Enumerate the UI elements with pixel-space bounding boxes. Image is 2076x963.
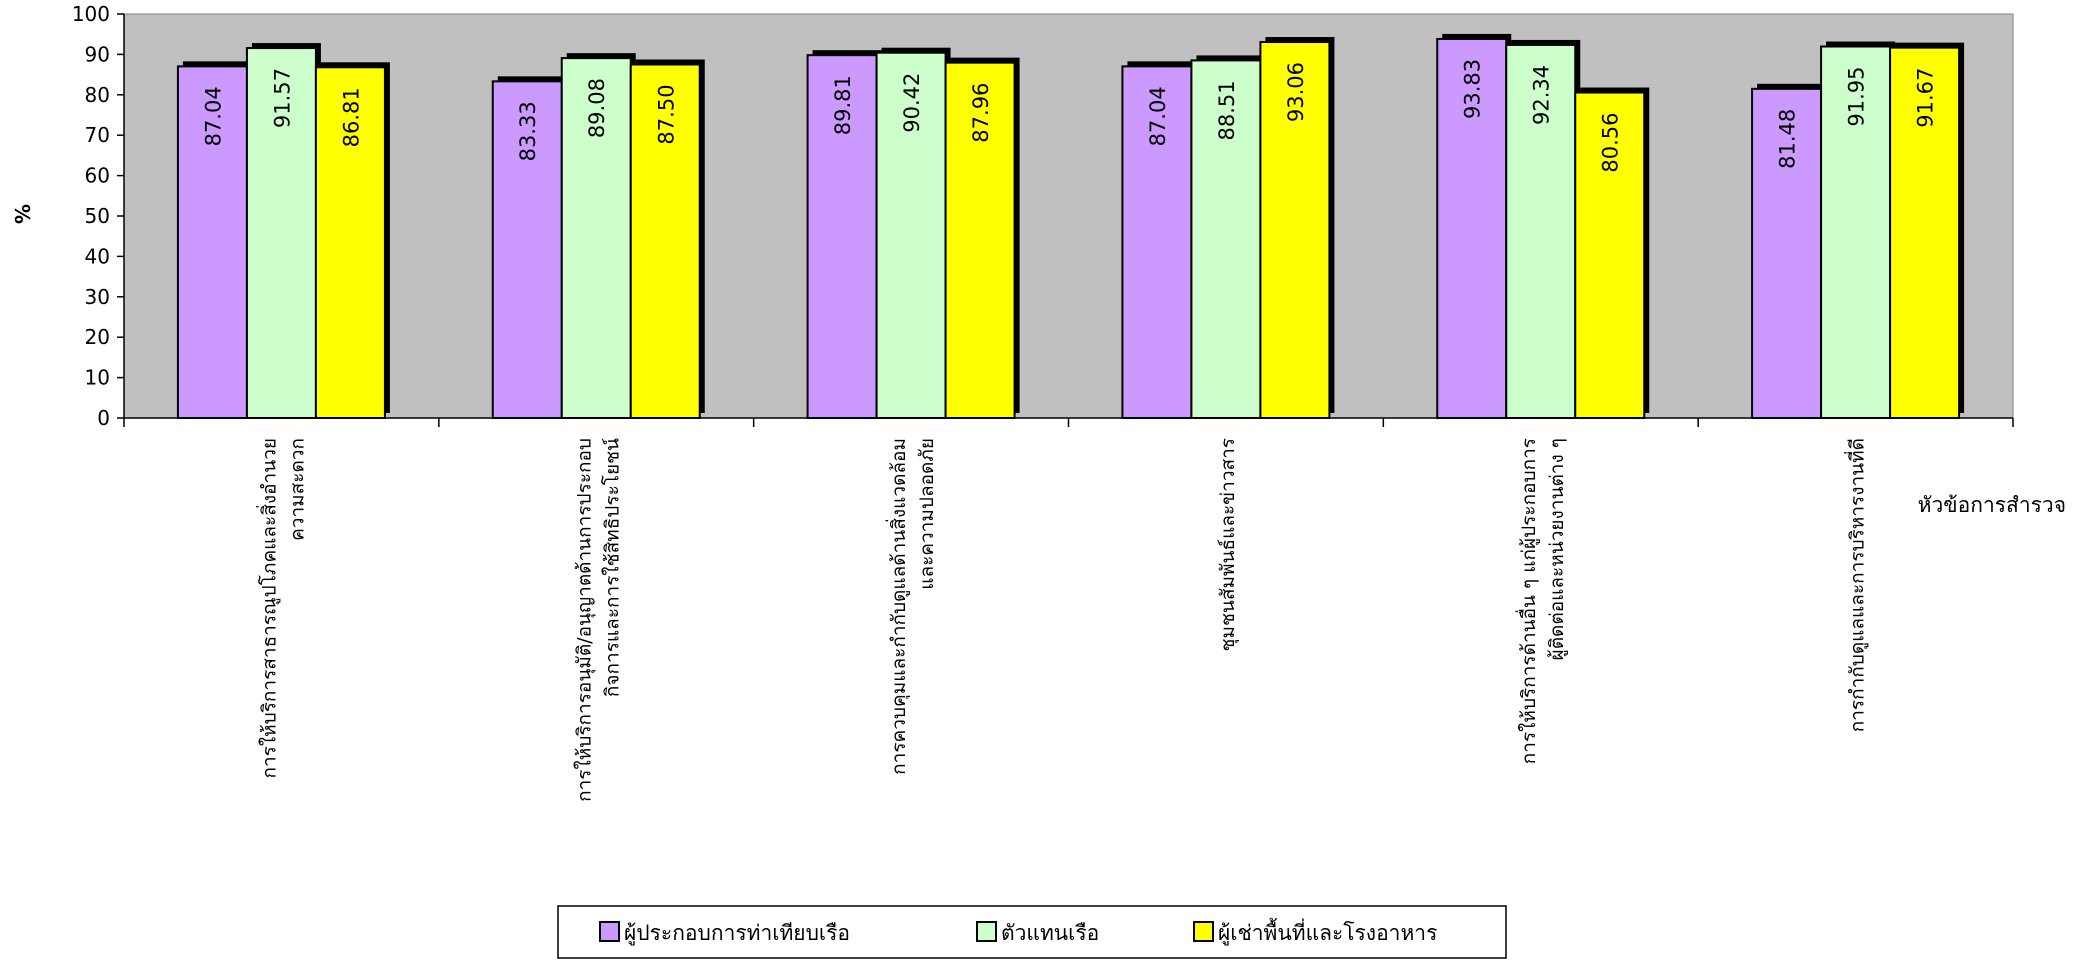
data-label: 90.42 [900, 73, 924, 133]
category-label: ชุมชนสัมพันธ์และข่าวสาร [1217, 438, 1240, 651]
bar [1820, 45, 1892, 419]
bar [1889, 46, 1961, 419]
y-tick-label: 20 [85, 325, 110, 349]
bar [1505, 43, 1577, 419]
category-label: การกำกับดูแลและการบริหารงานที่ดี [1844, 438, 1869, 732]
data-label: 87.04 [1146, 86, 1170, 146]
bar [1751, 87, 1823, 419]
data-label: 89.81 [831, 75, 855, 135]
bar [875, 51, 947, 420]
bar [560, 57, 632, 420]
data-label: 81.48 [1776, 109, 1800, 169]
bar [1259, 41, 1331, 420]
x-axis [123, 417, 2014, 427]
legend-swatch [1193, 921, 1214, 942]
category-label: ความสะดวก [286, 438, 308, 541]
category-label: การควบคุมและกำกับดูแลด้านสิ่งแวดล้อม [885, 438, 911, 775]
data-label: 93.83 [1461, 59, 1485, 119]
bar [314, 66, 386, 419]
y-tick-label: 50 [85, 204, 110, 228]
y-tick-label: 10 [85, 366, 110, 390]
legend-label: ผู้เช่าพื้นที่และโรงอาหาร [1218, 918, 1437, 946]
y-tick-label: 40 [85, 244, 110, 268]
legend-box [557, 905, 1507, 959]
y-tick-label: 60 [85, 164, 110, 188]
bar [176, 65, 248, 419]
data-label: 91.95 [1845, 66, 1869, 126]
x-axis-title: หัวข้อการสำรวจ [1918, 493, 2066, 517]
y-tick-label: 90 [85, 42, 110, 66]
legend-swatch [976, 921, 997, 942]
bar [1190, 59, 1262, 420]
y-axis: 0 10 20 30 40 50 60 70 80 90 100 [72, 2, 125, 430]
bar [245, 47, 317, 420]
value-labels: 87.04 91.57 86.81 83.33 89.08 87.50 89.81 90.42… [201, 59, 1937, 173]
y-tick-label: 70 [85, 123, 110, 147]
category-label: และความปลอดภัย [916, 438, 938, 590]
category-labels: การให้บริการสาธารณูปโภคและสิ่งอำนวย ความส… [255, 438, 1868, 802]
y-tick-label: 80 [85, 83, 110, 107]
data-label: 80.56 [1599, 112, 1623, 172]
data-label: 88.51 [1215, 80, 1239, 140]
bar [629, 63, 701, 419]
data-label: 89.08 [585, 78, 609, 138]
legend-swatch [599, 921, 620, 942]
data-label: 87.04 [201, 86, 225, 146]
y-tick-label: 0 [97, 406, 110, 430]
data-label: 91.67 [1914, 68, 1938, 128]
bar [944, 61, 1016, 419]
legend: ผู้ประกอบการท่าเทียบเรือ ตัวแทนเรือ ผู้เช่… [557, 905, 1507, 959]
category-label: การให้บริการอนุมัติ/อนุญาตด้านการประกอบ [573, 438, 596, 802]
category-label: การให้บริการสาธารณูปโภคและสิ่งอำนวย [255, 438, 280, 779]
data-label: 83.33 [516, 101, 540, 161]
data-label: 87.96 [969, 83, 993, 143]
legend-label: ตัวแทนเรือ [1001, 921, 1099, 945]
category-label: กิจการและการใช้สิทธิประโยชน์ [600, 438, 623, 697]
y-tick-label: 100 [72, 2, 110, 26]
data-label: 91.57 [270, 68, 294, 128]
data-label: 93.06 [1284, 62, 1308, 122]
bar [806, 54, 878, 419]
y-tick-label: 30 [85, 285, 110, 309]
bar [1121, 65, 1193, 419]
data-label: 92.34 [1530, 65, 1554, 125]
bar [491, 80, 563, 419]
data-label: 87.50 [654, 84, 678, 144]
bars [176, 33, 1965, 420]
bar [1574, 91, 1646, 419]
data-label: 86.81 [339, 87, 363, 147]
legend-label: ผู้ประกอบการท่าเทียบเรือ [624, 921, 850, 946]
bar [1436, 37, 1508, 420]
y-axis-title: % [11, 204, 35, 224]
category-label: ผู้ติดต่อและหน่วยงานต่าง ๆ [1546, 438, 1568, 660]
category-label: การให้บริการด้านอื่น ๆ แก่ผู้ประกอบการ [1515, 438, 1540, 764]
plot-area [123, 13, 2014, 419]
